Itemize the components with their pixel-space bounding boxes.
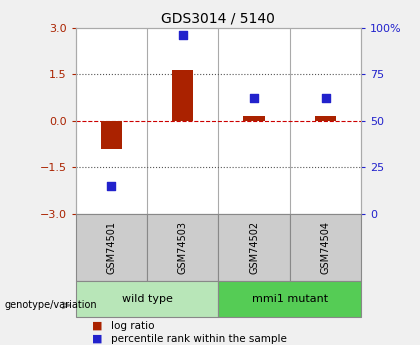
Point (322, 96, 329, 101)
Bar (218, 214, 290, 281)
Text: GSM74504: GSM74504 (320, 221, 331, 274)
Text: log ratio: log ratio (111, 321, 155, 331)
Bar (147, 214, 218, 281)
Text: GSM74502: GSM74502 (249, 221, 259, 274)
Point (108, 183, 115, 189)
Text: mmi1 mutant: mmi1 mutant (252, 294, 328, 304)
Text: percentile rank within the sample: percentile rank within the sample (111, 334, 287, 344)
Bar (315, 116, 336, 121)
Bar (76, 281, 218, 317)
Text: wild type: wild type (121, 294, 173, 304)
Bar (290, 214, 361, 281)
Bar (218, 281, 361, 317)
Title: GDS3014 / 5140: GDS3014 / 5140 (161, 11, 276, 25)
Bar (76, 214, 147, 281)
Text: genotype/variation: genotype/variation (4, 300, 97, 310)
Text: ■: ■ (92, 321, 103, 331)
Bar (101, 121, 122, 149)
Point (179, 32, 186, 38)
Bar (172, 69, 193, 121)
Point (251, 96, 257, 101)
Text: GSM74503: GSM74503 (178, 221, 188, 274)
Text: ■: ■ (92, 334, 103, 344)
Bar (244, 116, 265, 121)
Text: GSM74501: GSM74501 (106, 221, 116, 274)
